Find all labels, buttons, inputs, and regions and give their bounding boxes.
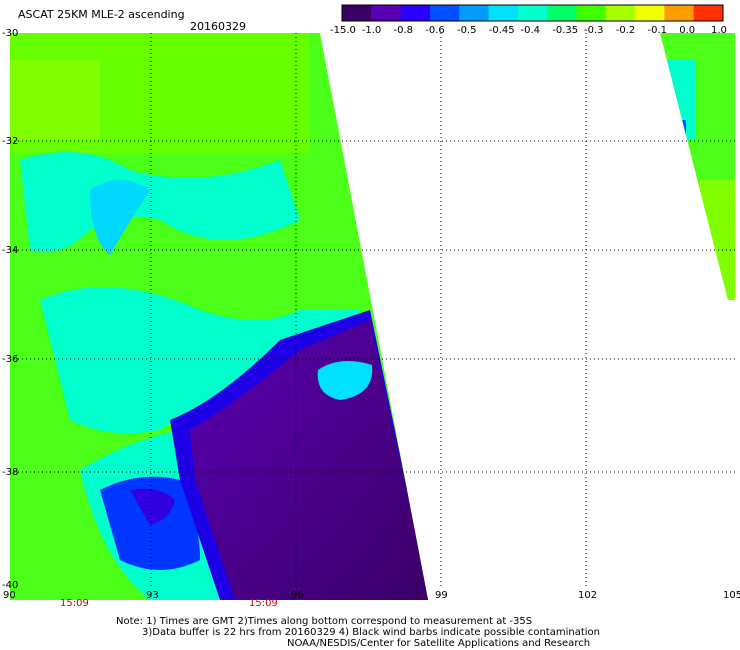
colorbar-tick-label: -0.45 [488,25,515,36]
longitude-label: 105 [723,590,740,601]
colorbar-swatch [429,5,460,21]
footnote-line-1: Note: 1) Times are GMT 2)Times along bot… [116,616,533,627]
colorbar-frame [341,4,724,22]
colorbar-tick-label: -0.4 [520,25,541,36]
longitude-label: 90 [3,590,16,601]
colorbar-swatch [517,5,548,21]
colorbar-tick-label: -15.0 [330,25,356,36]
colorbar-swatch [400,5,431,21]
longitude-label: 99 [435,590,448,601]
latitude-label: -34 [2,245,19,256]
colorbar-swatch [664,5,695,21]
colorbar-swatch [547,5,577,21]
gridlines [10,33,735,586]
colorbar-tick-label: -0.2 [615,25,636,36]
longitude-label: 96 [291,590,304,601]
colorbar-swatch [459,5,490,21]
colorbar-swatch [576,5,607,21]
latitude-label: -38 [2,467,19,478]
latitude-label: -40 [2,580,19,591]
colorbar-tick-label: -0.5 [457,25,477,36]
colorbar-tick-label: -0.35 [552,25,579,36]
time-label-left: 15:09 [60,598,89,609]
colorbar-tick-label: 1.0 [711,25,727,36]
colorbar-swatch [693,5,724,21]
colorbar-swatch [371,5,402,21]
colorbar-swatch [342,5,372,21]
footnote-line-2: 3)Data buffer is 22 hrs from 20160329 4)… [142,627,600,638]
colorbar-swatch [635,5,665,21]
colorbar-tick-label: -0.8 [393,25,414,36]
footnote-credit: NOAA/NESDIS/Center for Satellite Applica… [287,638,591,649]
latitude-label: -30 [2,28,19,39]
colorbar-tick-label: -0.6 [425,25,445,36]
colorbar-tick-label: -0.1 [647,25,668,36]
longitude-label: 102 [578,590,598,601]
colorbar-tick-label: -0.3 [584,25,604,36]
colorbar-tick-label: 0.0 [679,25,696,36]
latitude-label: -32 [2,136,19,147]
map-title: ASCAT 25KM MLE-2 ascending [18,8,185,21]
latitude-label: -36 [2,354,19,365]
colorbar [341,4,724,22]
map-date: 20160329 [190,20,246,33]
time-label-middle: 15:09 [249,598,278,609]
colorbar-swatch [605,5,636,21]
colorbar-tick-label: -1.0 [361,25,382,36]
colorbar-swatch [488,5,519,21]
longitude-label: 93 [146,590,159,601]
